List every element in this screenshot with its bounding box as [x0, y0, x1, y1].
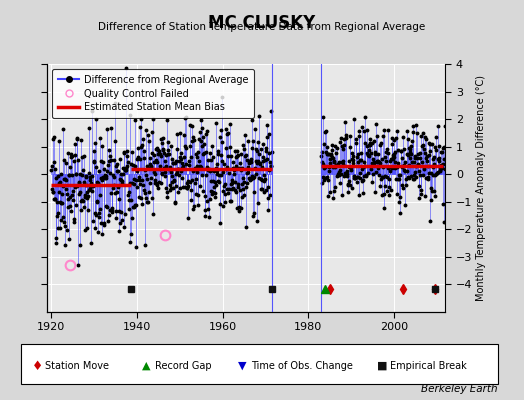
- Legend: Difference from Regional Average, Quality Control Failed, Estimated Station Mean: Difference from Regional Average, Qualit…: [52, 69, 255, 118]
- Text: ♦: ♦: [31, 360, 42, 372]
- Text: Time of Obs. Change: Time of Obs. Change: [252, 361, 353, 371]
- Text: ▲: ▲: [141, 361, 150, 371]
- Text: Record Gap: Record Gap: [155, 361, 211, 371]
- Text: Berkeley Earth: Berkeley Earth: [421, 384, 498, 394]
- Text: Empirical Break: Empirical Break: [390, 361, 467, 371]
- Text: Station Move: Station Move: [45, 361, 108, 371]
- Y-axis label: Monthly Temperature Anomaly Difference (°C): Monthly Temperature Anomaly Difference (…: [476, 75, 486, 301]
- Text: ▼: ▼: [238, 361, 247, 371]
- Text: MC CLUSKY: MC CLUSKY: [209, 14, 315, 32]
- Text: ■: ■: [377, 361, 388, 371]
- Text: Difference of Station Temperature Data from Regional Average: Difference of Station Temperature Data f…: [99, 22, 425, 32]
